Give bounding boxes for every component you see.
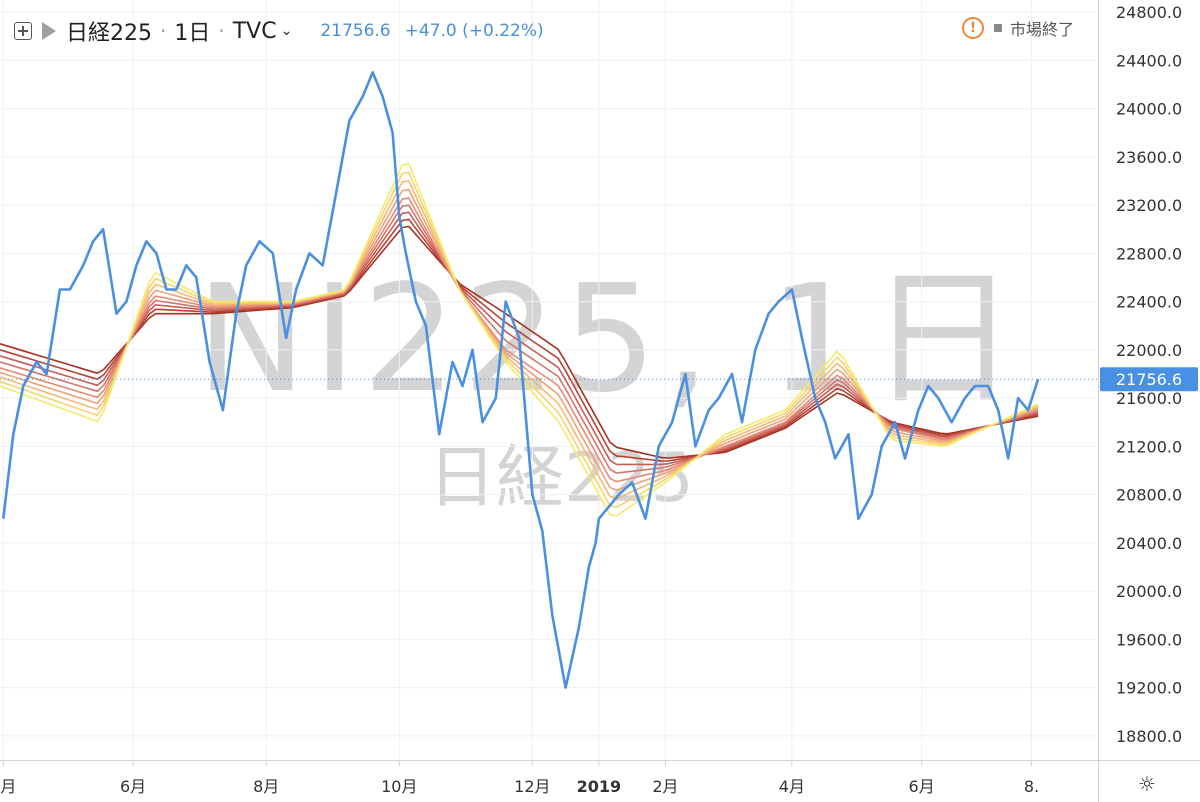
x-tick-label: 8. bbox=[1024, 777, 1039, 796]
y-tick-label: 22000.0 bbox=[1116, 341, 1182, 360]
y-tick-label: 22800.0 bbox=[1116, 244, 1182, 263]
gear-icon[interactable]: ☼ bbox=[1138, 772, 1156, 796]
y-tick-label: 21600.0 bbox=[1116, 389, 1182, 408]
x-tick-label: 6月 bbox=[909, 777, 935, 796]
ema-ribbon-line bbox=[0, 197, 1039, 483]
y-tick-label: 20400.0 bbox=[1116, 534, 1182, 553]
ema-ribbon bbox=[0, 163, 1039, 517]
x-tick-label: 8月 bbox=[253, 777, 279, 796]
x-tick-label: 2019 bbox=[577, 777, 622, 796]
ema-ribbon-line bbox=[0, 225, 1039, 459]
last-price: 21756.6 bbox=[320, 21, 391, 41]
y-tick-label: 19600.0 bbox=[1116, 630, 1182, 649]
price-line bbox=[2, 71, 1040, 689]
warning-icon[interactable]: ! bbox=[962, 17, 984, 39]
y-tick-label: 24800.0 bbox=[1116, 3, 1182, 22]
price-change: +47.0 (+0.22%) bbox=[404, 21, 544, 41]
grid bbox=[0, 0, 1098, 760]
x-tick-label: 6月 bbox=[120, 777, 146, 796]
ema-ribbon-line bbox=[0, 218, 1039, 462]
y-tick-label: 23200.0 bbox=[1116, 196, 1182, 215]
exchange-label[interactable]: TVC bbox=[232, 18, 277, 44]
flag-icon[interactable] bbox=[42, 22, 56, 40]
ema-ribbon-line bbox=[0, 188, 1039, 492]
y-tick-label: 24000.0 bbox=[1116, 100, 1182, 119]
market-status-text: 市場終了 bbox=[1010, 20, 1075, 39]
x-tick-label: 10月 bbox=[381, 777, 417, 796]
square-icon bbox=[994, 24, 1002, 32]
current-price-badge bbox=[1100, 367, 1198, 392]
separator-dot: · bbox=[160, 19, 167, 43]
y-tick-label: 23600.0 bbox=[1116, 148, 1182, 167]
y-tick-label: 22400.0 bbox=[1116, 293, 1182, 312]
current-price-label: 21756.6 bbox=[1116, 370, 1182, 389]
interval-label[interactable]: 1日 bbox=[174, 21, 211, 46]
y-tick-label: 20800.0 bbox=[1116, 486, 1182, 505]
x-tick-label: 4月 bbox=[0, 777, 16, 796]
symbol-header: 日経225 · 1日 · TVC ⌄ 21756.6 +47.0 (+0.22%… bbox=[14, 12, 544, 50]
y-tick-label: 21200.0 bbox=[1116, 437, 1182, 456]
x-tick-label: 12月 bbox=[514, 777, 550, 796]
y-tick-label: 19200.0 bbox=[1116, 679, 1182, 698]
separator-dot: · bbox=[218, 19, 225, 43]
plus-square-icon[interactable] bbox=[14, 22, 32, 40]
y-tick-label: 20000.0 bbox=[1116, 582, 1182, 601]
x-tick-label: 2月 bbox=[652, 777, 678, 796]
y-tick-label: 24400.0 bbox=[1116, 51, 1182, 70]
price-series bbox=[0, 71, 1098, 689]
chevron-down-icon[interactable]: ⌄ bbox=[280, 23, 293, 39]
y-tick-label: 18800.0 bbox=[1116, 727, 1182, 746]
symbol-name[interactable]: 日経225 bbox=[66, 21, 152, 46]
symbol-watermark: NI225, 1日 bbox=[196, 253, 1024, 425]
ema-ribbon-line bbox=[0, 163, 1039, 517]
market-status: ! 市場終了 bbox=[962, 12, 1074, 44]
x-tick-label: 4月 bbox=[779, 777, 805, 796]
